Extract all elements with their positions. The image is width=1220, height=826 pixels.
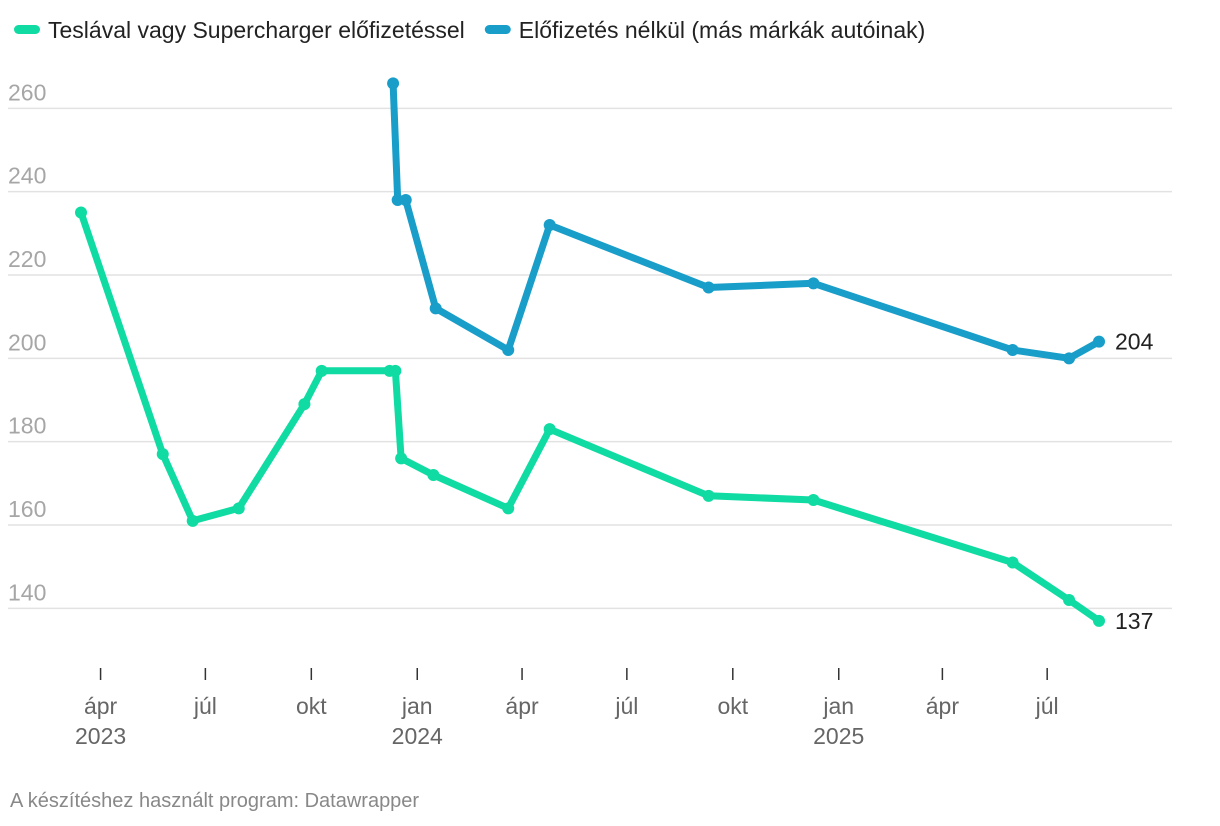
data-point (543, 219, 556, 231)
data-point (232, 502, 245, 515)
data-point (395, 452, 408, 465)
data-point (1063, 594, 1076, 606)
x-tick-year: 2023 (75, 723, 126, 749)
x-tick-label: ápr (505, 693, 539, 719)
y-tick-label: 180 (8, 413, 46, 439)
data-point (315, 364, 328, 377)
legend-label: Előfizetés nélkül (más márkák autóinak) (519, 17, 926, 43)
data-point (1006, 344, 1019, 356)
legend-swatch (14, 25, 40, 34)
source-credit: A készítéshez használt program: Datawrap… (10, 790, 420, 812)
series-line (77, 209, 1103, 625)
line-chart: Teslával vagy Supercharger előfizetéssel… (8, 17, 1172, 749)
series-line (389, 79, 1103, 362)
data-point (389, 364, 402, 377)
x-tick-label: jan (822, 693, 854, 719)
data-point (427, 469, 440, 481)
legend-item-1: Teslával vagy Supercharger előfizetéssel (14, 17, 465, 43)
data-point (298, 398, 311, 411)
data-point (387, 77, 400, 90)
gridlines (8, 107, 1172, 610)
data-point (502, 502, 515, 515)
end-labels: 137 204 (1115, 329, 1154, 634)
legend: Teslával vagy Supercharger előfizetéssel… (14, 17, 925, 43)
y-axis: 140 160 180 200 220 240 260 (8, 79, 46, 605)
x-axis: ápr 2023 júl okt jan 2024 ápr júl okt jan 2025 ápr j… (75, 668, 1059, 749)
x-tick-label: júl (614, 693, 638, 719)
x-tick-label: jan (401, 693, 433, 719)
data-point (429, 302, 442, 315)
x-tick-label: júl (1035, 693, 1059, 719)
y-tick-label: 260 (8, 79, 46, 105)
x-tick-label: ápr (84, 693, 118, 719)
x-tick-year: 2025 (813, 723, 864, 749)
data-point (75, 206, 87, 219)
data-point (702, 281, 715, 294)
data-point (807, 277, 820, 290)
data-point (1006, 556, 1019, 569)
legend-swatch (484, 25, 511, 34)
y-tick-label: 220 (8, 246, 46, 272)
data-point (399, 194, 412, 206)
data-point (543, 423, 556, 436)
x-tick-label: okt (296, 693, 327, 719)
x-tick-label: júl (193, 693, 217, 719)
series-layer (75, 77, 1105, 627)
y-tick-label: 240 (8, 163, 46, 189)
data-point (1093, 335, 1105, 348)
y-tick-label: 160 (8, 496, 46, 522)
x-tick-label: ápr (926, 693, 960, 719)
data-point (502, 344, 515, 356)
data-point (702, 489, 715, 502)
data-point (1093, 614, 1105, 627)
x-tick-year: 2024 (392, 723, 443, 749)
end-value-label: 137 (1115, 608, 1153, 634)
data-point (807, 494, 820, 506)
series-2 (387, 77, 1105, 365)
y-tick-label: 140 (8, 579, 46, 605)
y-tick-label: 200 (8, 329, 46, 355)
data-point (156, 448, 169, 461)
legend-label: Teslával vagy Supercharger előfizetéssel (48, 17, 465, 43)
data-point (1063, 352, 1076, 365)
x-tick-label: okt (717, 693, 748, 719)
series-1 (75, 206, 1105, 627)
data-point (186, 514, 199, 527)
legend-item-2: Előfizetés nélkül (más márkák autóinak) (484, 17, 926, 43)
end-value-label: 204 (1115, 329, 1154, 355)
